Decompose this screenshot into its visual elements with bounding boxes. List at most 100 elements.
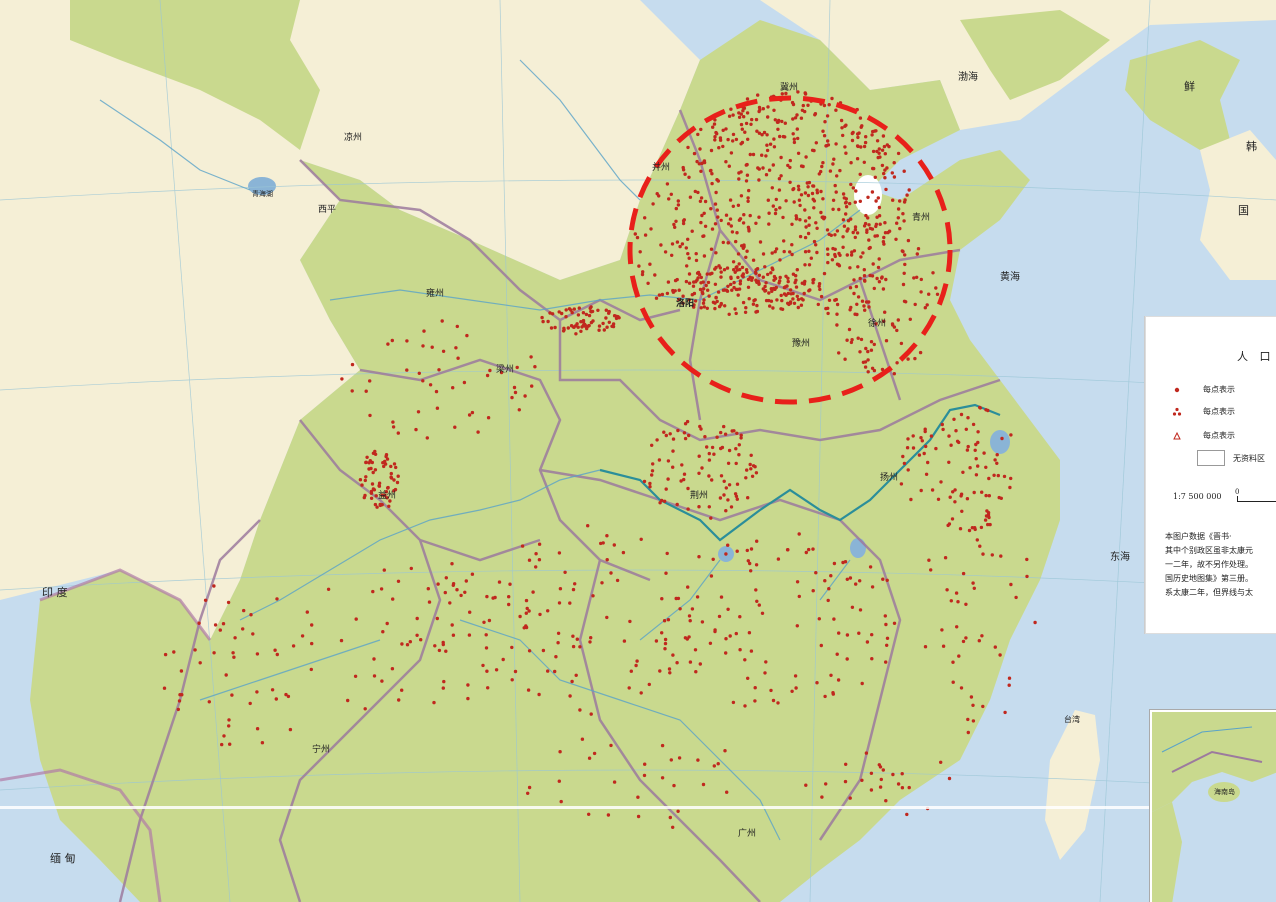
population-dot (764, 173, 769, 177)
population-dot (384, 453, 389, 457)
population-dot (872, 166, 876, 171)
population-dot (453, 425, 457, 429)
population-dot (553, 669, 557, 674)
population-dot (780, 119, 784, 124)
population-dot (417, 371, 421, 375)
population-dot (890, 171, 894, 175)
population-dot (397, 698, 401, 702)
population-dot (824, 782, 828, 786)
population-dot (744, 121, 749, 126)
population-dot (850, 605, 855, 609)
population-dot (810, 148, 815, 152)
population-dot (709, 574, 714, 578)
population-dot (826, 252, 830, 257)
population-dot (604, 316, 608, 320)
population-dot (692, 291, 697, 296)
population-dot (841, 192, 846, 196)
population-dot (676, 809, 680, 813)
population-dot (754, 588, 758, 592)
population-dot (854, 189, 858, 193)
population-dot (860, 778, 864, 782)
population-dot (395, 480, 400, 485)
population-dot (650, 473, 654, 477)
population-dot (954, 429, 958, 433)
label-india: 印 度 (42, 585, 68, 599)
population-dot (835, 323, 839, 327)
population-dot (749, 122, 753, 127)
population-dot (753, 270, 758, 275)
population-dot (797, 532, 801, 536)
population-dot (710, 172, 714, 176)
population-dot (557, 551, 562, 555)
population-dot (778, 206, 782, 210)
population-dot (727, 483, 732, 487)
population-dot (901, 454, 905, 459)
population-dot (176, 707, 180, 712)
population-dot (467, 633, 472, 637)
label-yangzhou: 扬州 (880, 471, 898, 483)
population-dot (773, 250, 777, 254)
population-dot (741, 221, 746, 225)
population-dot (255, 690, 259, 694)
population-dot (778, 275, 782, 280)
population-dot (930, 488, 935, 492)
population-dot (699, 220, 703, 225)
population-dot (369, 496, 374, 500)
population-dot (774, 247, 779, 251)
population-dot (863, 365, 868, 369)
population-dot (363, 707, 367, 711)
population-dot (699, 196, 704, 200)
population-dot (911, 434, 915, 438)
label-han: 韩 (1246, 139, 1257, 153)
population-dot (691, 284, 696, 288)
population-dot (877, 280, 882, 284)
population-dot (868, 273, 872, 278)
population-dot (568, 601, 572, 605)
population-dot (849, 161, 853, 165)
population-dot (790, 100, 795, 105)
population-dot (310, 641, 314, 646)
population-dot (683, 436, 688, 441)
population-dot (803, 279, 807, 284)
population-dot (714, 130, 718, 135)
population-dot (882, 319, 886, 323)
population-dot (377, 484, 381, 488)
population-dot (358, 478, 363, 482)
population-dot (707, 451, 711, 456)
population-dot (581, 324, 585, 328)
population-dot (741, 272, 745, 276)
population-dot (788, 288, 793, 292)
population-dot (701, 301, 706, 305)
population-dot (694, 258, 699, 263)
population-dot (470, 410, 475, 415)
population-dot (719, 218, 723, 223)
population-dot (719, 270, 723, 274)
population-dot (757, 603, 761, 607)
label-taiwan: 台湾 (1064, 714, 1080, 724)
population-dot (971, 581, 975, 585)
population-dot (855, 231, 860, 235)
population-dot (390, 667, 395, 671)
population-dot (372, 674, 377, 678)
population-dot (657, 293, 662, 297)
population-dot (686, 507, 690, 511)
population-dot (288, 727, 293, 732)
population-dot (974, 442, 978, 447)
population-dot (734, 447, 738, 451)
population-dot (647, 682, 651, 687)
population-dot (664, 487, 668, 491)
population-dot (773, 118, 777, 122)
population-dot (662, 430, 666, 434)
population-dot (226, 600, 231, 605)
population-dot (744, 255, 748, 259)
inset-canvas: 海南岛 (1152, 712, 1276, 902)
population-dot (702, 254, 707, 258)
population-dot (748, 213, 752, 218)
population-dot (443, 590, 447, 595)
population-dot (995, 453, 999, 457)
population-dot (858, 276, 862, 281)
population-dot (837, 351, 841, 355)
population-dot (220, 742, 224, 747)
population-dot (643, 233, 648, 237)
population-dot (1008, 485, 1012, 490)
